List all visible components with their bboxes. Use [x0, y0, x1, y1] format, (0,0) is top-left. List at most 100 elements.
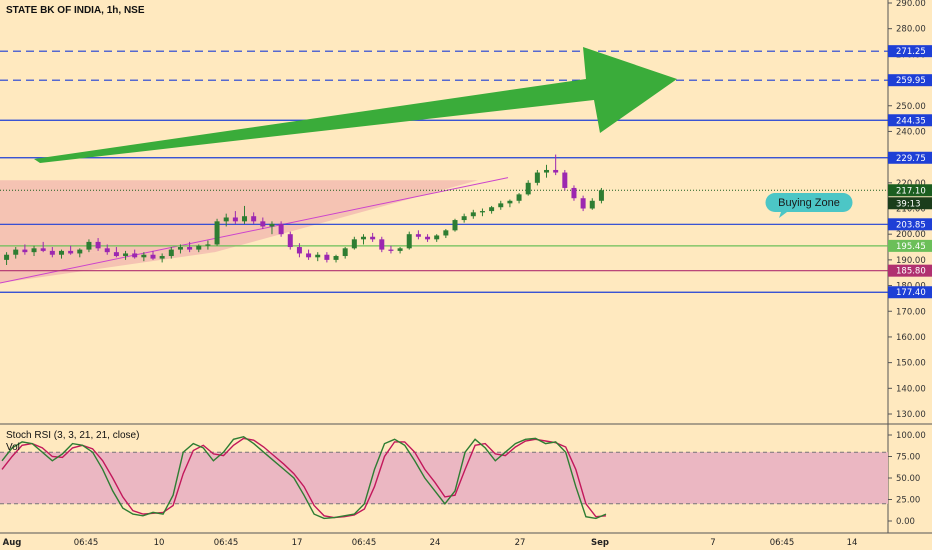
candle-body	[306, 253, 312, 258]
candle-body	[77, 249, 83, 254]
candle-body	[507, 200, 513, 204]
x-tick-label: 06:45	[352, 538, 377, 548]
y-tick-label: 160.00	[896, 333, 926, 343]
candle-body	[589, 200, 595, 209]
candle-body	[40, 248, 46, 251]
candle-body	[22, 249, 28, 253]
buying-zone-callout: Buying Zone	[765, 193, 853, 218]
candle-body	[516, 194, 522, 201]
candle-body	[269, 223, 275, 227]
candle-body	[31, 248, 37, 253]
candle-body	[498, 203, 504, 208]
candle-body	[242, 216, 248, 222]
countdown-tag	[888, 197, 932, 210]
price-level-tag-label: 185.80	[896, 267, 926, 277]
candle-body	[333, 256, 339, 260]
candle-body	[379, 239, 385, 250]
price-level-tag-label: 259.95	[896, 76, 926, 86]
candle-body	[113, 252, 119, 257]
candle-body	[406, 234, 412, 249]
candle-body	[49, 250, 55, 255]
x-tick-label: 10	[154, 538, 165, 548]
price-level-tag	[888, 74, 932, 87]
y-tick-label: 210.00	[896, 205, 926, 215]
candle-body	[443, 230, 449, 236]
x-tick-label: Aug	[3, 538, 22, 548]
candle-body	[434, 235, 440, 240]
candle-body	[95, 241, 101, 249]
stoch-tick-label: 100.00	[896, 431, 926, 441]
pink-zone-bottom	[0, 252, 215, 283]
y-tick-label: 170.00	[896, 307, 926, 317]
current-price-tag-label: 217.10	[896, 186, 926, 196]
candle-body	[360, 236, 366, 240]
stoch-tick-label: 50.00	[896, 474, 920, 484]
candle-body	[397, 248, 403, 251]
candle-body	[461, 216, 467, 221]
price-level-tag-label: 177.40	[896, 288, 926, 298]
candle-body	[196, 245, 202, 250]
stoch-tick-label: 0.00	[896, 517, 915, 527]
candle-body	[205, 244, 211, 246]
price-level-tag	[888, 286, 932, 299]
price-level-tag	[888, 218, 932, 231]
x-tick-label: 7	[710, 538, 715, 548]
candle-body	[141, 254, 147, 258]
candle-body	[223, 217, 229, 222]
price-level-tag	[888, 239, 932, 252]
price-level-tag-label: 195.45	[896, 242, 926, 252]
candle-body	[452, 220, 458, 231]
y-tick-label: 250.00	[896, 102, 926, 112]
candle-body	[58, 250, 64, 255]
y-tick-label: 130.00	[896, 410, 926, 420]
countdown-tag-label: 39:13	[896, 199, 921, 209]
symbol-title: STATE BK OF INDIA, 1h, NSE	[6, 5, 145, 16]
candle-body	[13, 249, 19, 255]
stoch-tick-label: 25.00	[896, 496, 920, 506]
candle-body	[351, 239, 357, 249]
y-tick-label: 190.00	[896, 256, 926, 266]
candle-body	[123, 253, 129, 257]
candle-body	[4, 254, 10, 260]
price-level-tag	[888, 45, 932, 58]
x-tick-label: 27	[515, 538, 526, 548]
pink-zone-top	[0, 180, 478, 253]
buying-zone-label: Buying Zone	[778, 197, 840, 209]
y-tick-label: 240.00	[896, 127, 926, 137]
candle-body	[287, 234, 293, 248]
candle-body	[251, 216, 257, 222]
candle-body	[177, 247, 183, 250]
candle-body	[470, 212, 476, 217]
y-tick-label: 290.00	[896, 0, 926, 9]
candle-body	[544, 169, 550, 173]
candle-body	[370, 236, 376, 240]
candle-body	[415, 234, 421, 237]
candle-body	[479, 211, 485, 213]
stoch-d-line	[1, 437, 607, 519]
candle-body	[553, 169, 559, 173]
x-tick-label: 14	[847, 538, 858, 548]
trendline	[0, 177, 509, 284]
y-tick-label: 280.00	[896, 25, 926, 35]
x-tick-label: Sep	[591, 538, 609, 548]
price-level-tag	[888, 114, 932, 127]
candle-body	[489, 207, 495, 212]
stoch-k-line	[1, 435, 607, 520]
price-level-tag	[888, 151, 932, 164]
price-level-tag	[888, 264, 932, 277]
volume-title: Vol	[6, 442, 20, 453]
y-tick-label: 150.00	[896, 359, 926, 369]
candle-body	[132, 253, 138, 258]
candle-body	[342, 248, 348, 257]
candle-body	[159, 256, 165, 259]
candle-body	[214, 221, 220, 245]
candle-body	[315, 254, 321, 258]
price-level-tag-label: 229.75	[896, 154, 926, 164]
candle-body	[388, 249, 394, 251]
candle-body	[534, 172, 540, 183]
x-tick-label: 17	[292, 538, 303, 548]
candle-body	[260, 221, 266, 227]
stoch-tick-label: 75.00	[896, 453, 920, 463]
